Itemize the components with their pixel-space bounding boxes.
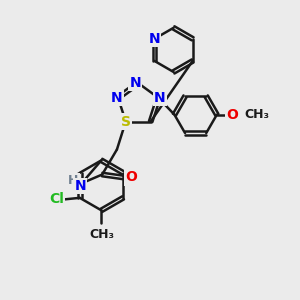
Text: N: N	[130, 76, 141, 90]
Text: N: N	[148, 32, 160, 46]
Text: CH₃: CH₃	[245, 108, 270, 121]
Text: N: N	[111, 91, 122, 105]
Text: N: N	[154, 91, 166, 105]
Text: CH₃: CH₃	[89, 228, 114, 241]
Text: O: O	[226, 108, 238, 122]
Text: O: O	[125, 170, 137, 184]
Text: H: H	[68, 174, 79, 187]
Text: Cl: Cl	[49, 192, 64, 206]
Text: S: S	[121, 115, 131, 128]
Text: N: N	[74, 179, 86, 193]
